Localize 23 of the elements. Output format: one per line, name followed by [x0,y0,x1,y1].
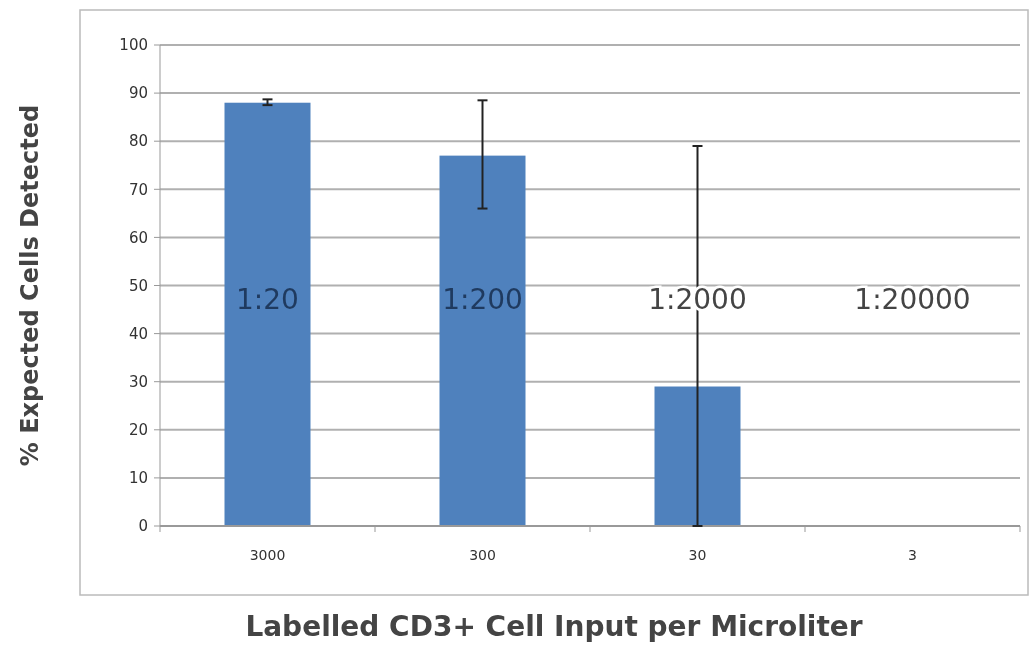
y-tick-label: 60 [128,228,148,247]
x-tick-label: 3 [908,547,917,563]
bar [439,155,526,526]
x-tick-label: 30 [688,547,707,563]
y-tick-label: 70 [128,180,148,199]
y-tick-label: 100 [119,36,148,55]
y-tick-label: 80 [128,132,148,151]
annotation: 1:20000 [854,283,971,317]
y-tick-label: 20 [128,421,148,440]
x-tick-label: 3000 [249,547,286,563]
bar [224,102,311,526]
y-tick-label: 30 [128,372,148,391]
y-tick-label: 90 [128,84,148,103]
annotation: 1:200 [442,283,523,317]
annotation: 1:20 [236,283,299,317]
x-axis-title: Labelled CD3+ Cell Input per Microliter [245,610,863,643]
y-tick-label: 50 [128,276,148,295]
x-tick-label: 300 [469,547,496,563]
y-tick-label: 40 [128,324,148,343]
y-axis-title: % Expected Cells Detected [16,104,44,467]
y-tick-label: 0 [138,517,148,536]
y-tick-label: 10 [128,469,148,488]
bar [654,386,741,526]
